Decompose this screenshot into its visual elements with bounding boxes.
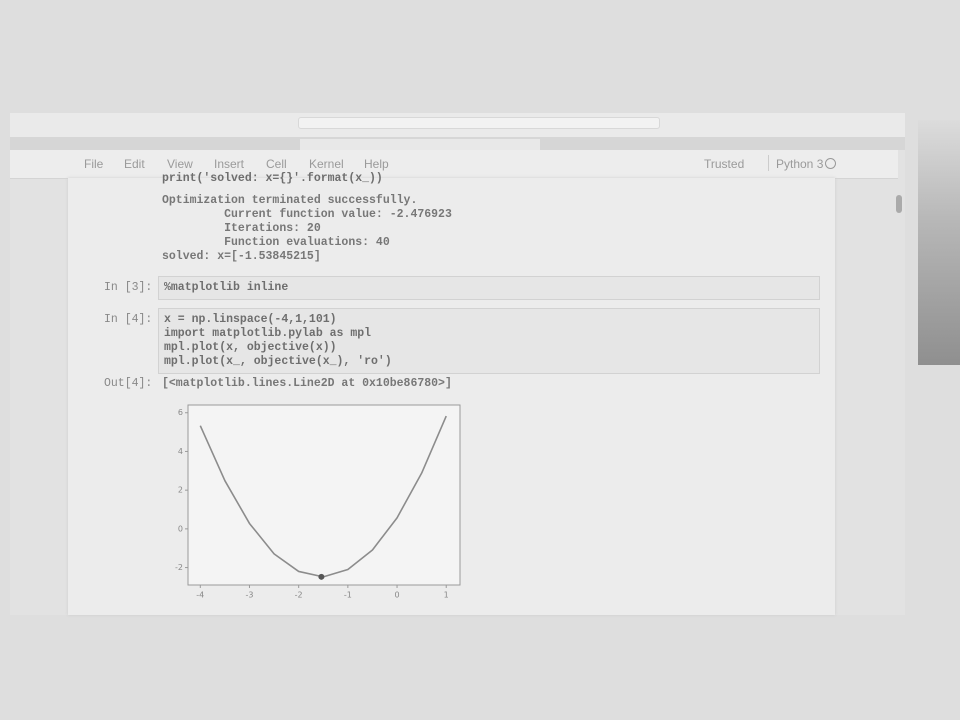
y-tick-label: -2 [175, 563, 183, 572]
plot-axes [187, 404, 461, 586]
separator [768, 155, 769, 171]
menu-item[interactable]: Insert [214, 157, 245, 171]
trusted-indicator[interactable]: Trusted [704, 157, 745, 171]
input-prompt: In [4]: [104, 313, 153, 326]
y-tick-label: 6 [178, 408, 183, 417]
code-cell[interactable] [158, 308, 820, 374]
output-line: solved: x=[-1.53845215] [162, 250, 321, 263]
output-prompt: Out[4]: [104, 377, 153, 390]
output-line: Function evaluations: 40 [162, 236, 390, 249]
x-tick-label: -1 [344, 591, 352, 600]
menu-item[interactable]: View [167, 157, 193, 171]
side-window [918, 120, 960, 365]
x-tick-label: -2 [295, 591, 303, 600]
x-tick-label: -3 [245, 591, 253, 600]
x-tick-label: 0 [394, 591, 399, 600]
scrollbar[interactable] [896, 195, 902, 213]
output-line: Current function value: -2.476923 [162, 208, 452, 221]
x-tick-label: 1 [444, 591, 449, 600]
code-line: import matplotlib.pylab as mpl [164, 327, 372, 340]
input-prompt: In [3]: [104, 281, 153, 294]
code-line: %matplotlib inline [164, 281, 289, 294]
menu-item[interactable]: Cell [266, 157, 287, 171]
y-tick-label: 4 [178, 447, 183, 456]
code-line: x = np.linspace(-4,1,101) [164, 313, 337, 326]
x-tick-label: -4 [196, 591, 204, 600]
menu-item[interactable]: Help [364, 157, 389, 171]
y-tick-label: 0 [178, 524, 183, 533]
output-line: Iterations: 20 [162, 222, 321, 235]
active-tab[interactable] [300, 139, 540, 150]
code-line: print('solved: x={}'.format(x_)) [162, 172, 383, 185]
menu-bar [10, 150, 898, 179]
code-line: mpl.plot(x, objective(x)) [164, 341, 337, 354]
output-line: Optimization terminated successfully. [162, 194, 418, 207]
output-line: [<matplotlib.lines.Line2D at 0x10be86780… [162, 377, 452, 390]
menu-item[interactable]: Kernel [309, 157, 344, 171]
code-cell[interactable] [158, 276, 820, 300]
y-tick-label: 2 [178, 486, 183, 495]
menu-item[interactable]: Edit [124, 157, 145, 171]
kernel-indicator [825, 158, 836, 169]
code-line: mpl.plot(x_, objective(x_), 'ro') [164, 355, 392, 368]
menu-item[interactable]: File [84, 157, 104, 171]
kernel-name[interactable]: Python 3 [776, 157, 824, 171]
plot-marker [318, 573, 325, 580]
address-bar[interactable] [298, 117, 660, 129]
